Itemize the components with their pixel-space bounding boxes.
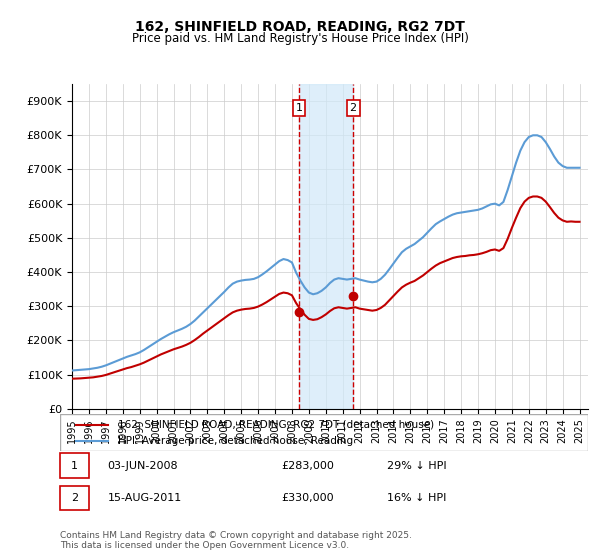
Text: 03-JUN-2008: 03-JUN-2008: [107, 461, 178, 470]
Text: 2: 2: [350, 103, 357, 113]
Text: 1: 1: [71, 461, 78, 470]
Bar: [299, 84, 353, 409]
Text: 162, SHINFIELD ROAD, READING, RG2 7DT: 162, SHINFIELD ROAD, READING, RG2 7DT: [135, 20, 465, 34]
Text: £283,000: £283,000: [282, 461, 335, 470]
Text: 1: 1: [296, 103, 302, 113]
Text: Contains HM Land Registry data © Crown copyright and database right 2025.
This d: Contains HM Land Registry data © Crown c…: [60, 530, 412, 550]
Text: 15-AUG-2011: 15-AUG-2011: [107, 493, 182, 503]
Text: 2: 2: [71, 493, 78, 503]
Text: 29% ↓ HPI: 29% ↓ HPI: [388, 461, 447, 470]
Text: HPI: Average price, detached house, Reading: HPI: Average price, detached house, Read…: [118, 436, 353, 446]
Text: 16% ↓ HPI: 16% ↓ HPI: [388, 493, 447, 503]
Text: 162, SHINFIELD ROAD, READING, RG2 7DT (detached house): 162, SHINFIELD ROAD, READING, RG2 7DT (d…: [118, 419, 434, 430]
Text: Price paid vs. HM Land Registry's House Price Index (HPI): Price paid vs. HM Land Registry's House …: [131, 32, 469, 45]
Text: £330,000: £330,000: [282, 493, 334, 503]
